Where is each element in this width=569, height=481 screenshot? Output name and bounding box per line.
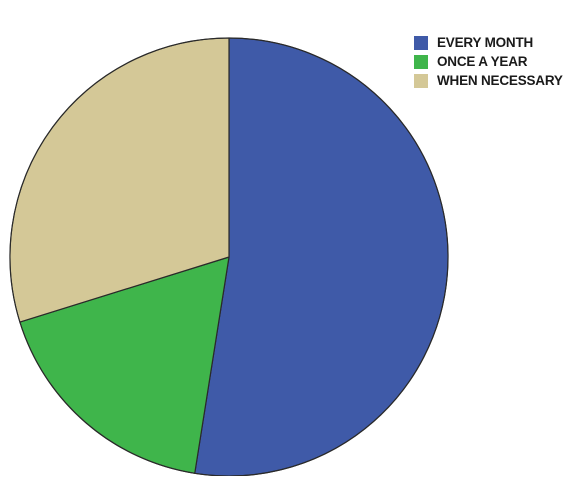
legend: EVERY MONTH ONCE A YEAR WHEN NECESSARY (414, 34, 563, 89)
legend-label-once-a-year: ONCE A YEAR (437, 54, 528, 69)
legend-item-every-month: EVERY MONTH (414, 34, 563, 51)
legend-swatch-when-necessary (414, 73, 428, 88)
legend-item-once-a-year: ONCE A YEAR (414, 53, 563, 70)
legend-swatch-every-month (414, 35, 428, 50)
pie-slice-every-month (194, 37, 449, 477)
legend-item-when-necessary: WHEN NECESSARY (414, 72, 563, 89)
legend-label-when-necessary: WHEN NECESSARY (437, 73, 563, 88)
legend-label-every-month: EVERY MONTH (437, 35, 534, 50)
legend-swatch-once-a-year (414, 54, 428, 69)
